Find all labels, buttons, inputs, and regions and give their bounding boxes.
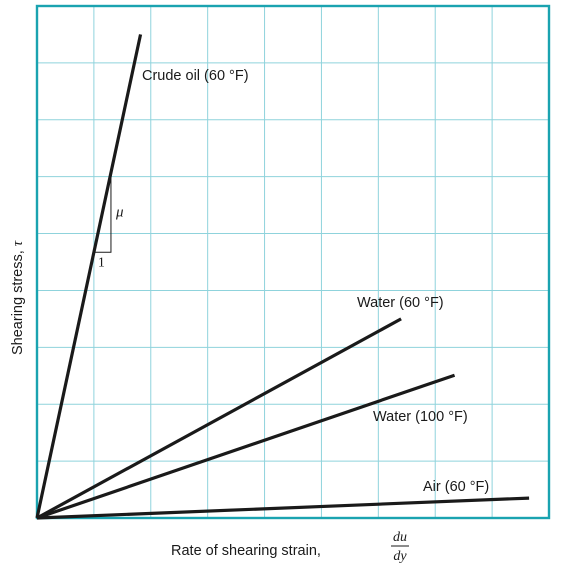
series-label-air-60-f: Air (60 °F) bbox=[423, 479, 489, 495]
series-line-water-60-f bbox=[36, 317, 402, 520]
series-label-water-100-f: Water (100 °F) bbox=[373, 409, 468, 425]
series-label-water-60-f: Water (60 °F) bbox=[357, 295, 444, 311]
series-line-air-60-f bbox=[36, 496, 530, 520]
plot-frame bbox=[35, 4, 551, 520]
x-axis-fraction-numerator: du bbox=[393, 530, 407, 545]
series-group bbox=[35, 34, 530, 520]
series-label-crude-oil-60-f: Crude oil (60 °F) bbox=[142, 68, 249, 84]
slope-triangle: μ1 bbox=[93, 172, 124, 270]
grid bbox=[37, 6, 549, 518]
series-line-crude-oil-60-f bbox=[35, 34, 143, 519]
series-labels: Crude oil (60 °F) Water (60 °F) Water (100… bbox=[142, 68, 489, 495]
slope-triangle-legs bbox=[93, 172, 112, 253]
y-axis-label: Shearing stress,τ bbox=[10, 240, 26, 355]
x-axis-fraction-denominator: dy bbox=[393, 549, 407, 564]
series-line-water-100-f bbox=[36, 373, 456, 520]
slope-label-mu: μ bbox=[115, 204, 124, 220]
slope-label-run: 1 bbox=[98, 255, 105, 270]
x-axis-label: Rate of shearing strain, bbox=[171, 543, 321, 559]
